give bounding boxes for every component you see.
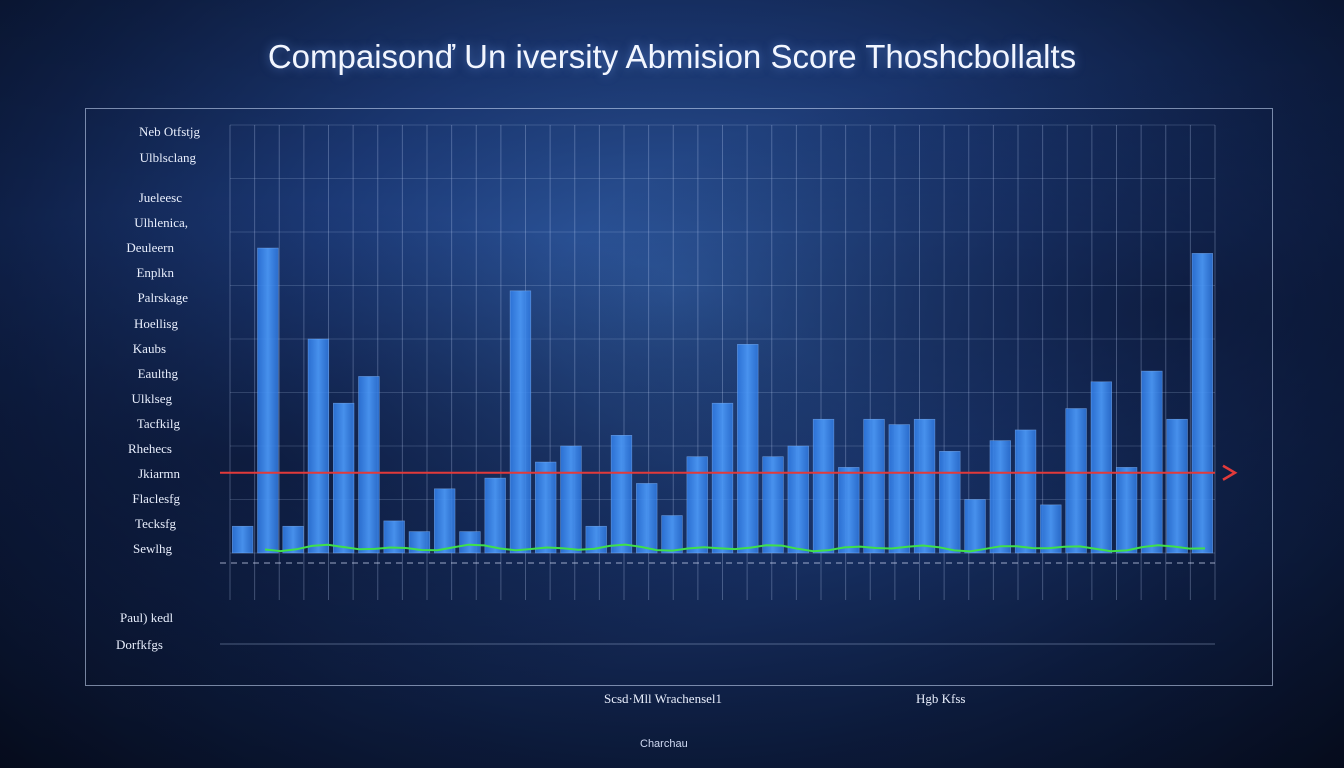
bar <box>383 520 405 554</box>
y-label: Palrskage <box>137 290 188 305</box>
y-label: Neb Otfstjg <box>138 124 200 139</box>
bar <box>434 488 456 554</box>
y-label: Ulhlenica, <box>134 215 188 230</box>
bar <box>838 467 860 554</box>
bottom-label: Paul) kedl <box>120 610 174 625</box>
bottom-label: Dorfkfgs <box>116 637 163 652</box>
credit-text: Charchau <box>640 738 688 750</box>
bar <box>358 376 380 554</box>
bar <box>1141 370 1163 554</box>
x-axis-label: Hgb Kfss <box>916 691 966 706</box>
bar <box>1166 418 1188 554</box>
bar <box>610 434 633 554</box>
y-label: Jueleesc <box>138 190 182 205</box>
bar <box>307 338 330 554</box>
y-label: Kaubs <box>132 341 166 356</box>
bar <box>332 402 355 554</box>
bar <box>661 515 683 554</box>
bar <box>560 445 582 554</box>
chart-title: Compaisonď Un iversity Abmision Score Th… <box>267 38 1077 75</box>
y-label: Deuleern <box>126 240 174 255</box>
bar <box>863 418 885 554</box>
y-label: Jkiarmn <box>138 466 180 481</box>
bar <box>939 451 961 554</box>
y-label: Rhehecs <box>127 441 172 456</box>
bar <box>762 456 784 554</box>
y-label: Flaclesfg <box>132 491 180 506</box>
bar <box>989 440 1011 554</box>
bar <box>1090 381 1113 554</box>
bar <box>1040 504 1062 554</box>
bar <box>636 483 658 554</box>
chart-frame <box>85 108 1273 686</box>
y-label: Ulblsclang <box>139 150 196 165</box>
bar <box>585 525 607 554</box>
bar <box>282 525 304 554</box>
bar <box>737 344 759 554</box>
bar <box>1014 429 1037 554</box>
threshold-arrow-icon <box>1222 464 1238 481</box>
bar <box>1065 408 1087 554</box>
y-label: Sewlhg <box>133 541 172 556</box>
bar <box>812 418 835 554</box>
bar <box>257 247 279 554</box>
bar <box>888 424 910 554</box>
bar <box>459 531 481 554</box>
bar <box>408 531 431 554</box>
bar <box>686 456 708 554</box>
bar <box>711 402 734 554</box>
baseline-series-line <box>264 543 1206 553</box>
y-label: Eaulthg <box>137 366 178 381</box>
bar <box>787 445 809 554</box>
bar <box>964 499 986 554</box>
y-label: Hoellisg <box>133 316 178 331</box>
bar <box>913 418 936 554</box>
bar <box>484 477 506 554</box>
y-label: Tecksfg <box>135 516 176 531</box>
y-label: Ulklseg <box>131 391 172 406</box>
bar <box>1191 253 1214 554</box>
bar <box>509 290 532 554</box>
y-label: Enplkn <box>136 265 174 280</box>
bar <box>231 525 254 554</box>
x-axis-label: Scsd·Mll Wrachensel1 <box>604 691 723 706</box>
y-label: Tacfkilg <box>136 416 180 431</box>
bar <box>535 461 557 554</box>
bar <box>1115 467 1138 554</box>
